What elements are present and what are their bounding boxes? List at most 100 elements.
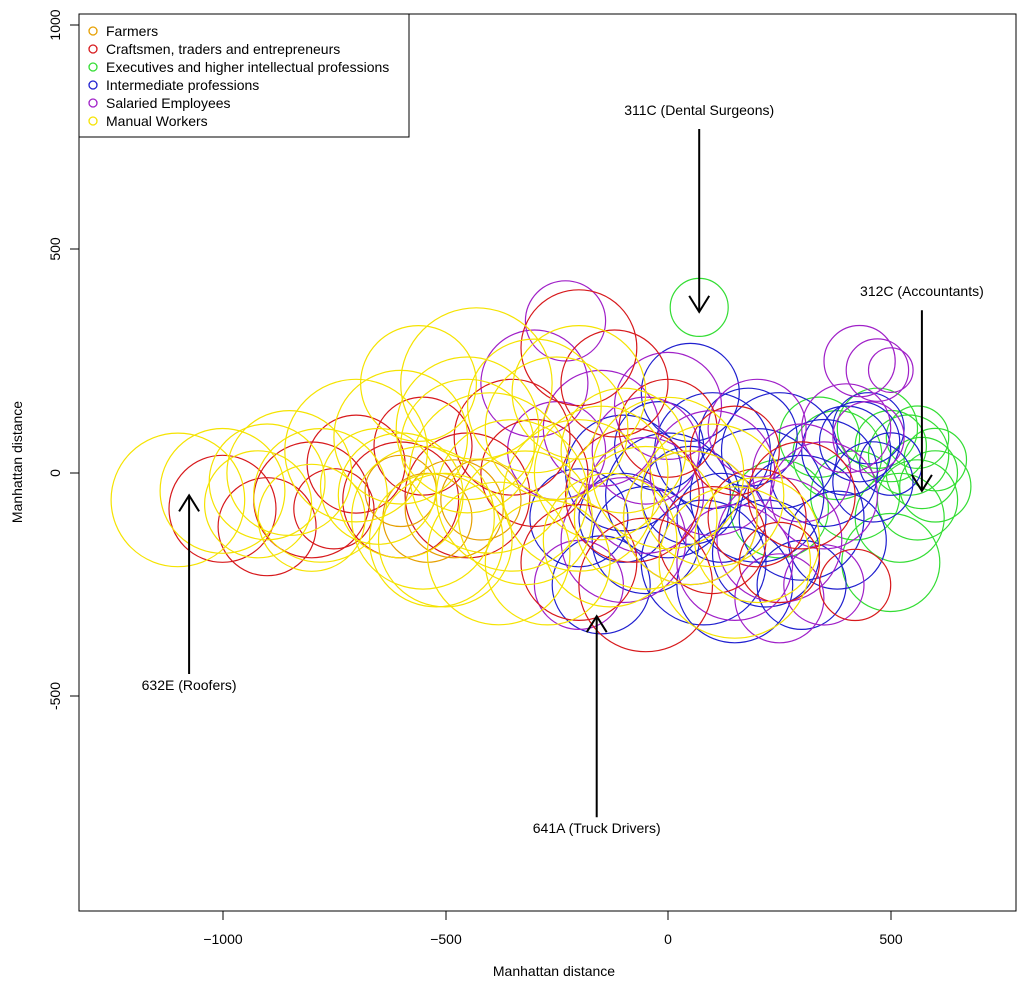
legend-label-craftsmen: Craftsmen, traders and entrepreneurs: [106, 41, 340, 57]
data-point-circle: [622, 450, 758, 586]
annotation-label: 632E (Roofers): [142, 677, 237, 693]
data-point-circle: [591, 485, 700, 595]
data-point-circle: [408, 392, 571, 554]
x-axis-title: Manhattan distance: [493, 963, 615, 979]
x-tick-label: 500: [879, 931, 903, 947]
data-point-circle: [801, 405, 892, 496]
data-point-circle: [738, 454, 865, 581]
legend-label-manual: Manual Workers: [106, 113, 208, 129]
data-point-circle: [110, 432, 246, 568]
data-point-circle: [613, 351, 723, 460]
y-axis: -500 0 500 1000 Manhattan distance: [9, 9, 80, 710]
data-point-circle: [440, 459, 522, 541]
data-point-circle: [480, 329, 589, 438]
data-point-circle: [395, 356, 540, 501]
data-point-circle: [520, 289, 638, 407]
data-point-circle: [511, 324, 647, 460]
data-point-circle: [676, 526, 794, 644]
data-point-circle: [640, 342, 740, 442]
y-tick-label: -500: [47, 682, 63, 710]
data-point-circle: [716, 477, 843, 604]
data-point-circle: [747, 441, 856, 550]
data-point-circle: [377, 472, 513, 608]
data-point-circle: [573, 445, 718, 590]
legend-label-salaried: Salaried Employees: [106, 95, 231, 111]
data-point-circle: [484, 499, 611, 626]
legend-marker-salaried: [88, 98, 98, 108]
data-point-circle: [711, 499, 821, 608]
data-point-circle: [640, 423, 785, 568]
data-point-circle: [841, 512, 941, 613]
data-point-circle: [524, 280, 607, 362]
x-tick-label: −1000: [203, 931, 243, 947]
annotation-arrow-head: [911, 474, 933, 493]
legend-label-farmers: Farmers: [106, 23, 158, 39]
circles-layer: [110, 277, 972, 653]
data-point-circle: [502, 419, 656, 572]
legend-label-executives: Executives and higher intellectual profe…: [106, 59, 389, 75]
annotation-arrow-head: [178, 493, 200, 512]
data-point-circle: [351, 445, 495, 590]
data-point-circle: [529, 468, 629, 568]
data-point-circle: [801, 383, 892, 474]
data-point-circle: [720, 392, 838, 510]
data-point-circle: [168, 454, 277, 563]
data-point-circle: [867, 347, 914, 394]
data-point-circle: [533, 539, 625, 631]
legend-marker-craftsmen: [88, 44, 98, 54]
data-point-circle: [337, 432, 464, 559]
data-point-circle: [257, 463, 366, 572]
data-point-circle: [560, 329, 669, 438]
legend-box: [78, 13, 410, 138]
data-point-circle: [360, 325, 478, 443]
annotation-arrow-head: [688, 295, 711, 314]
data-point-circle: [159, 427, 286, 554]
legend-marker-intermediate: [88, 80, 98, 90]
data-point-circle: [658, 486, 812, 639]
data-point-circle: [204, 450, 313, 559]
data-point-circle: [373, 396, 473, 496]
data-point-circle: [694, 477, 821, 604]
data-point-circle: [404, 459, 504, 559]
data-point-circle: [885, 405, 950, 470]
data-point-circle: [707, 468, 807, 568]
data-point-circle: [208, 423, 326, 541]
data-point-circle: [689, 427, 825, 563]
y-tick-label: 0: [47, 469, 63, 477]
annotation-label: 641A (Truck Drivers): [533, 820, 661, 836]
x-axis: −1000 −500 0 500 Manhattan distance: [203, 910, 903, 979]
annotation-arrow-head: [585, 614, 608, 633]
data-point-circle: [832, 441, 914, 523]
data-point-circle: [832, 401, 905, 474]
data-point-circle: [818, 548, 892, 622]
y-tick-label: 1000: [47, 9, 63, 40]
data-point-circle: [640, 499, 767, 626]
data-point-circle: [217, 477, 317, 577]
data-point-circle: [368, 472, 504, 608]
data-point-circle: [591, 396, 745, 550]
data-point-circle: [426, 481, 571, 626]
data-point-circle: [435, 419, 589, 572]
annotations-layer: 311C (Dental Surgeons) 312C (Accountants)…: [142, 102, 984, 836]
data-point-circle: [542, 472, 678, 608]
data-point-circle: [533, 405, 669, 541]
data-point-circle: [823, 324, 896, 398]
data-point-circle: [226, 410, 353, 537]
data-point-circle: [756, 539, 847, 631]
data-point-circle: [480, 418, 589, 528]
annotation-label: 312C (Accountants): [860, 283, 984, 299]
data-point-circle: [284, 378, 428, 523]
data-point-circle: [832, 392, 905, 465]
data-point-circle: [649, 410, 776, 537]
legend-label-intermediate: Intermediate professions: [106, 77, 259, 93]
data-point-circle: [899, 450, 972, 523]
legend: Farmers Craftsmen, traders and entrepren…: [78, 13, 410, 138]
data-point-circle: [333, 369, 469, 505]
data-point-circle: [400, 378, 535, 514]
data-point-circle: [778, 396, 861, 478]
data-point-circle: [783, 544, 865, 626]
data-point-circle: [551, 535, 651, 635]
data-point-circle: [676, 504, 794, 622]
data-point-circle: [845, 338, 910, 402]
